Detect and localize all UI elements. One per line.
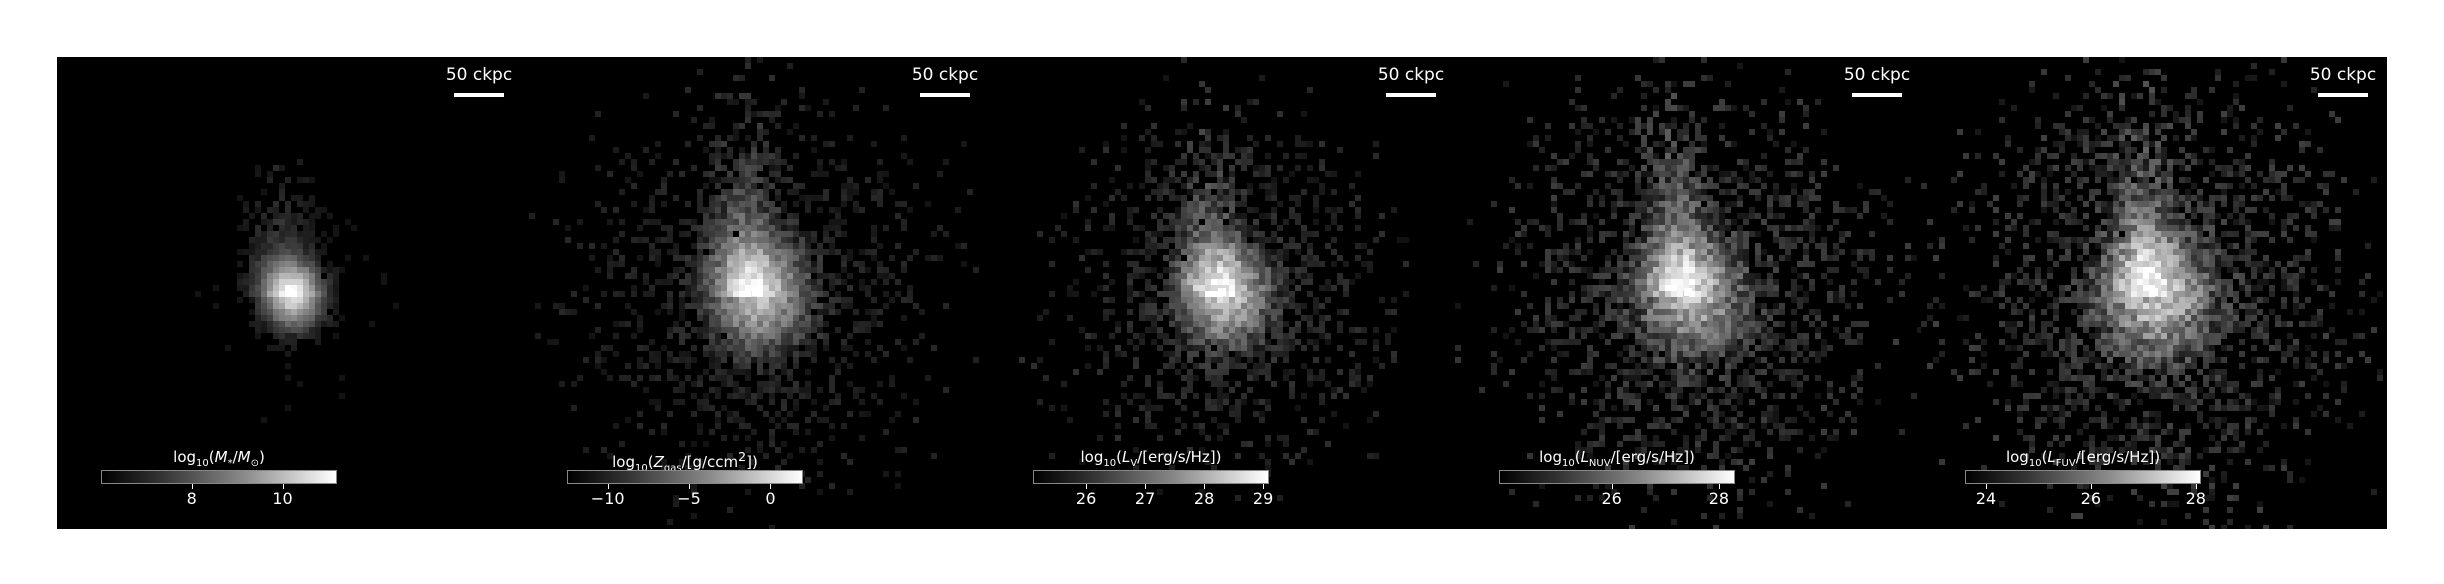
colorbar-tick bbox=[2195, 484, 2197, 489]
colorbar-gradient bbox=[101, 470, 337, 484]
colorbar-gradient bbox=[1965, 470, 2201, 484]
colorbar-tick bbox=[607, 484, 609, 489]
colorbar-tick-label: 26 bbox=[1601, 489, 1622, 508]
colorbar: log10(LV/[erg/s/Hz]) 26 27 28 29 bbox=[1033, 448, 1273, 508]
colorbar-tick-label: 24 bbox=[1975, 489, 1997, 508]
panel-v-band-luminosity: 50 ckpc log10(LV/[erg/s/Hz]) 26 27 28 29 bbox=[989, 57, 1455, 529]
scale-bar-label: 50 ckpc bbox=[445, 65, 513, 85]
colorbar-label: log10(LNUV/[erg/s/Hz]) bbox=[1539, 448, 1695, 469]
colorbar-tick bbox=[282, 484, 284, 489]
scale-bar: 50 ckpc bbox=[2310, 65, 2376, 97]
scale-bar-label: 50 ckpc bbox=[1843, 65, 1911, 85]
colorbar-label: log10(LV/[erg/s/Hz]) bbox=[1080, 448, 1222, 469]
colorbar-tick-label: 28 bbox=[1193, 489, 1215, 508]
panel-stellar-mass: 50 ckpc log10(M*/M⊙) 8 10 bbox=[57, 57, 523, 529]
colorbar-tick-label: 28 bbox=[1708, 489, 1730, 508]
colorbar-tick bbox=[1204, 484, 1206, 489]
colorbar-tick-label: 27 bbox=[1134, 489, 1156, 508]
galaxy-core bbox=[1218, 288, 1226, 296]
colorbar-tick bbox=[1145, 484, 1147, 489]
colorbar-tick bbox=[1718, 484, 1720, 489]
colorbar-label: log10(M*/M⊙) bbox=[173, 448, 265, 469]
colorbar-gradient bbox=[567, 470, 803, 484]
galaxy-core bbox=[752, 288, 760, 296]
colorbar-tick-label: 0 bbox=[765, 489, 776, 508]
colorbar-tick-label: 10 bbox=[272, 489, 293, 508]
scale-bar: 50 ckpc bbox=[1378, 65, 1444, 97]
galaxy-core bbox=[1684, 288, 1692, 296]
colorbar-tick-label: −10 bbox=[590, 489, 625, 508]
scale-bar-line bbox=[1386, 93, 1436, 97]
colorbar-gradient bbox=[1033, 470, 1269, 484]
colorbar-tick-label: 26 bbox=[1075, 489, 1097, 508]
galaxy-map bbox=[1455, 57, 1921, 529]
panel-fuv-luminosity: 50 ckpc log10(LFUV/[erg/s/Hz]) 24 26 28 bbox=[1921, 57, 2387, 529]
scale-bar-line bbox=[454, 93, 504, 97]
panel-nuv-luminosity: 50 ckpc log10(LNUV/[erg/s/Hz]) 26 28 bbox=[1455, 57, 1921, 529]
colorbar-label: log10(Zgas/[g/ccm2]) bbox=[612, 449, 758, 474]
colorbar: log10(M*/M⊙) 8 10 bbox=[101, 448, 337, 508]
galaxy-map bbox=[195, 159, 399, 423]
colorbar-tick bbox=[1611, 484, 1613, 489]
scale-bar-line bbox=[1852, 93, 1902, 97]
colorbar-tick bbox=[191, 484, 193, 489]
scale-bar-line bbox=[920, 93, 970, 97]
colorbar-tick bbox=[1263, 484, 1265, 489]
colorbar-tick-label: 26 bbox=[2080, 489, 2102, 508]
colorbar: log10(LNUV/[erg/s/Hz]) 26 28 bbox=[1499, 448, 1735, 508]
galaxy-map bbox=[1921, 57, 2383, 529]
colorbar-tick-label: 29 bbox=[1252, 489, 1274, 508]
colorbar: log10(Zgas/[g/ccm2]) −10 −5 0 bbox=[567, 448, 803, 508]
colorbar-tick-label: 28 bbox=[2185, 489, 2206, 508]
scale-bar-label: 50 ckpc bbox=[2309, 65, 2377, 85]
colorbar-tick bbox=[2090, 484, 2092, 489]
colorbar-tick bbox=[689, 484, 691, 489]
colorbar-label: log10(LFUV/[erg/s/Hz]) bbox=[2005, 448, 2161, 469]
colorbar-tick-label: −5 bbox=[677, 489, 701, 508]
scale-bar-label: 50 ckpc bbox=[911, 65, 979, 85]
panel-gas-metallicity: 50 ckpc log10(Zgas/[g/ccm2]) −10 −5 0 bbox=[523, 57, 989, 529]
galaxy-map bbox=[1019, 57, 1409, 501]
scale-bar: 50 ckpc bbox=[1844, 65, 1910, 97]
colorbar-tick bbox=[1086, 484, 1088, 489]
scale-bar: 50 ckpc bbox=[446, 65, 512, 97]
colorbar: log10(LFUV/[erg/s/Hz]) 24 26 28 bbox=[1965, 448, 2206, 508]
colorbar-tick bbox=[770, 484, 772, 489]
colorbar-tick bbox=[1985, 484, 1987, 489]
scale-bar-line bbox=[2318, 93, 2368, 97]
colorbar-tick-label: 8 bbox=[186, 489, 197, 508]
scale-bar: 50 ckpc bbox=[912, 65, 978, 97]
scale-bar-label: 50 ckpc bbox=[1377, 65, 1445, 85]
galaxy-map bbox=[529, 57, 979, 529]
galaxy-core bbox=[2150, 288, 2158, 296]
colorbar-gradient bbox=[1499, 470, 1735, 484]
galaxy-core bbox=[286, 288, 294, 296]
